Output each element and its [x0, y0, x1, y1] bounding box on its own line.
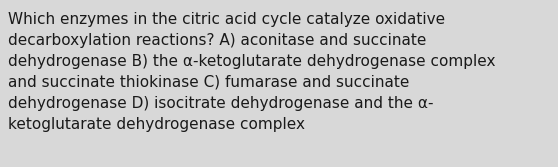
- Text: Which enzymes in the citric acid cycle catalyze oxidative
decarboxylation reacti: Which enzymes in the citric acid cycle c…: [8, 12, 496, 132]
